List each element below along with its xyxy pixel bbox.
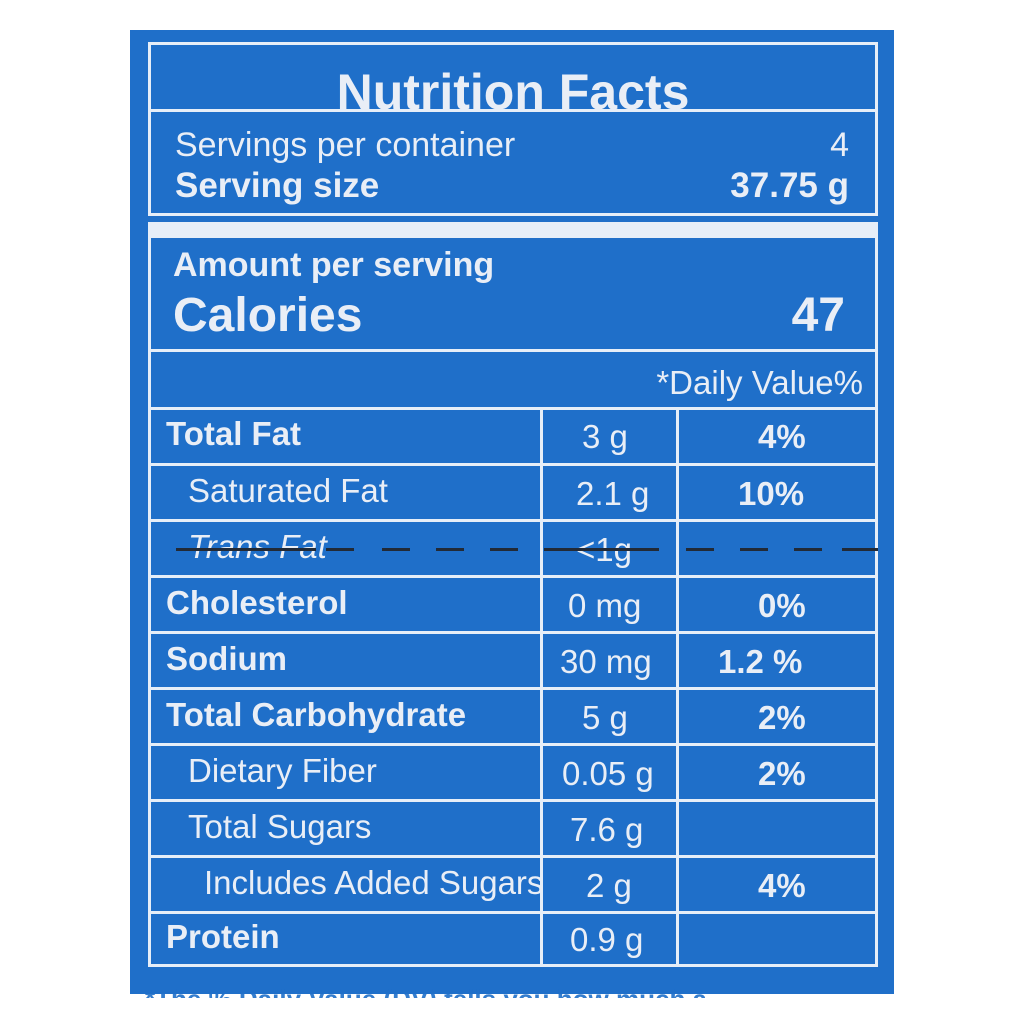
dashed-line-segment — [382, 548, 410, 551]
nutrient-name: Total Sugars — [188, 808, 372, 845]
thick-divider — [148, 222, 878, 238]
nutrient-name: Saturated Fat — [188, 472, 388, 509]
nutrient-amount: 30 mg — [560, 643, 652, 680]
nutrient-amount: 5 g — [582, 699, 628, 736]
nutrient-amount: 2.1 g — [576, 475, 650, 512]
row-divider — [148, 519, 878, 522]
nutrient-dv: 10% — [738, 475, 805, 512]
amount-per-serving-label: Amount per serving — [173, 246, 495, 284]
nutrient-name: Trans Fat — [188, 528, 327, 565]
dashed-line-segment — [436, 548, 464, 551]
nutrient-dv: 0% — [758, 587, 806, 624]
calories-value: 47 — [791, 289, 845, 342]
title-box: Nutrition Facts — [148, 42, 878, 117]
nutrient-name: Total Fat — [166, 415, 302, 452]
page-bottom-strip — [130, 994, 894, 1024]
daily-value-header-box: *Daily Value% — [148, 352, 878, 410]
nutrient-amount: 7.6 g — [570, 811, 644, 848]
nutrient-name: Sodium — [166, 640, 287, 677]
dashed-line-segment — [794, 548, 822, 551]
nutrient-dv: 1.2 % — [718, 643, 803, 680]
servings-box: Servings per container 4 Serving size 37… — [148, 112, 878, 216]
servings-per-container-label: Servings per container — [175, 126, 516, 164]
servings-per-container-value: 4 — [830, 126, 849, 164]
daily-value-header: *Daily Value% — [656, 364, 863, 401]
nutrient-name: Dietary Fiber — [188, 752, 377, 789]
row-divider — [148, 743, 878, 746]
nutrient-amount: 3 g — [582, 418, 628, 455]
nutrient-amount: 0 mg — [568, 587, 642, 624]
nutrient-name: Cholesterol — [166, 584, 348, 621]
nutrient-name: Total Carbohydrate — [166, 696, 467, 733]
nutrient-amount: 2 g — [586, 867, 632, 904]
nutrient-amount: 0.9 g — [570, 921, 644, 958]
row-divider — [148, 911, 878, 914]
nutrient-dv: 4% — [758, 418, 806, 455]
row-divider — [148, 687, 878, 690]
calories-box: Amount per serving Calories 47 — [148, 238, 878, 352]
dashed-line-segment — [490, 548, 518, 551]
dashed-line-segment — [740, 548, 768, 551]
dashed-line-segment — [176, 548, 316, 551]
serving-size-value: 37.75 g — [730, 166, 849, 205]
dashed-line-segment — [326, 548, 354, 551]
serving-size-label: Serving size — [175, 166, 380, 205]
row-divider — [148, 799, 878, 802]
row-divider — [148, 575, 878, 578]
nutrient-dv: 2% — [758, 699, 806, 736]
row-divider — [148, 631, 878, 634]
nutrition-facts-title: Nutrition Facts — [336, 64, 690, 120]
row-divider — [148, 463, 878, 466]
nutrient-amount: 0.05 g — [562, 755, 654, 792]
daily-value-footnote: *The % Daily Value (DV) tells you how mu… — [145, 984, 705, 998]
calories-label: Calories — [173, 289, 363, 342]
dashed-line-segment — [686, 548, 714, 551]
nutrient-name: Includes Added Sugars — [204, 864, 544, 901]
dashed-line-segment — [544, 548, 659, 551]
nutrient-name: Protein — [166, 918, 280, 955]
nutrition-label-panel — [130, 30, 894, 994]
row-divider — [148, 855, 878, 858]
nutrient-dv: 4% — [758, 867, 806, 904]
dashed-line-segment — [842, 548, 878, 551]
nutrient-dv: 2% — [758, 755, 806, 792]
